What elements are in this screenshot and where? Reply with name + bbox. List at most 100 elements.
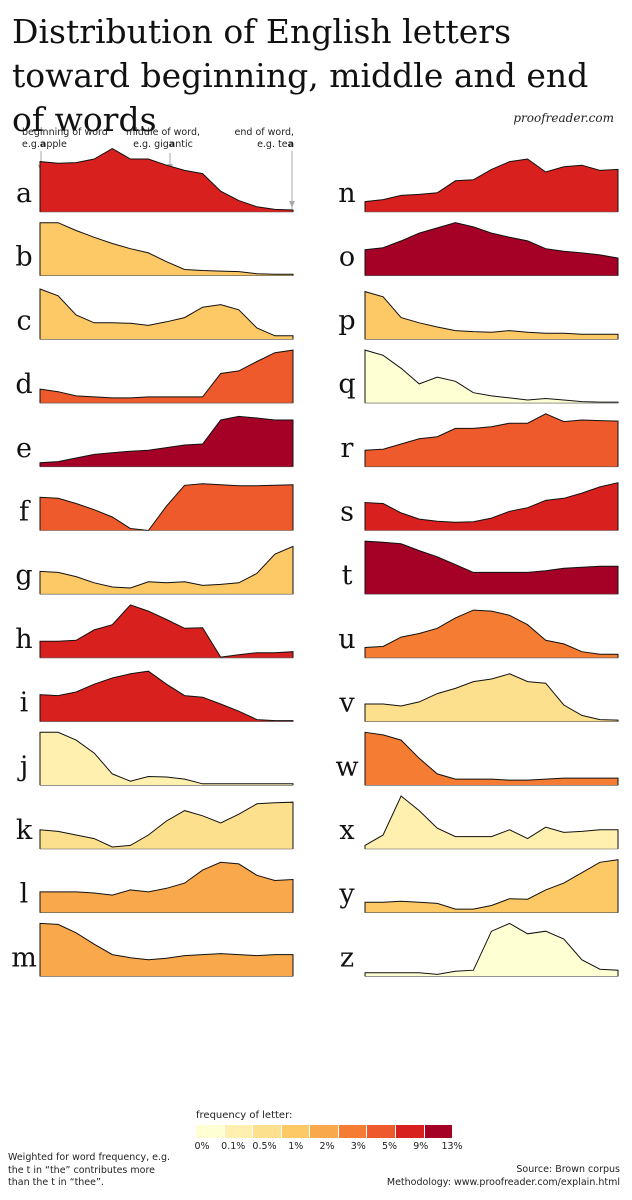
methodology-text: Methodology: www.proofreader.com/explain… — [386, 1177, 620, 1188]
area-fill-p — [365, 291, 618, 340]
area-outline-b — [39, 222, 294, 276]
area-outline-c — [39, 288, 294, 340]
area-fill-k — [40, 802, 293, 849]
panel-letter-y: y — [338, 859, 619, 914]
letter-label-m: m — [11, 942, 37, 973]
area-fill-o — [365, 222, 618, 276]
panel-letter-f: f — [19, 483, 294, 532]
legend-tick-label: 2% — [319, 1141, 335, 1152]
panel-letter-i: i — [20, 670, 294, 722]
letter-label-i: i — [20, 688, 29, 719]
area-outline-h — [39, 604, 294, 658]
panel-letter-g: g — [15, 545, 294, 595]
area-outline-i — [39, 670, 294, 722]
panel-letter-c: c — [16, 288, 294, 340]
area-outline-l — [39, 861, 294, 913]
annotation-beginning-label: beginning of word — [22, 127, 108, 138]
area-outline-x — [364, 795, 619, 849]
panel-letter-e: e — [16, 415, 294, 468]
source-block: Source: Brown corpus Methodology: www.pr… — [387, 1163, 620, 1189]
legend-swatch — [224, 1125, 254, 1138]
letter-label-z: z — [340, 942, 354, 973]
letter-label-s: s — [340, 497, 354, 528]
panel-letter-z: z — [340, 922, 619, 977]
panel-letter-a: a — [16, 148, 294, 213]
area-outline-r — [364, 413, 619, 467]
area-fill-f — [40, 483, 293, 531]
letter-label-f: f — [19, 497, 31, 528]
panel-letter-r: r — [341, 413, 619, 468]
annotation-end-example: e.g. tea — [257, 139, 294, 150]
area-outline-e — [39, 415, 294, 467]
pointer-arrow-icon — [289, 201, 295, 208]
area-outline-q — [364, 349, 619, 404]
area-outline-y — [364, 859, 619, 913]
area-fill-l — [40, 862, 293, 913]
panel-letter-l: l — [20, 861, 294, 914]
panel-letter-w: w — [335, 731, 619, 786]
letter-label-n: n — [338, 178, 355, 209]
legend-swatch — [253, 1125, 282, 1138]
letter-label-h: h — [15, 624, 32, 655]
legend-swatch — [281, 1125, 311, 1138]
area-outline-o — [364, 222, 619, 276]
area-fill-b — [40, 222, 293, 276]
legend-swatch — [424, 1125, 453, 1138]
letter-label-a: a — [16, 178, 32, 209]
area-fill-i — [40, 671, 293, 722]
letter-label-j: j — [17, 751, 28, 782]
panel-letter-p: p — [338, 290, 619, 340]
letter-label-c: c — [16, 305, 31, 336]
annotation-end: end of word, e.g. tea — [222, 127, 294, 151]
letter-label-x: x — [339, 815, 354, 846]
letter-label-o: o — [339, 242, 355, 273]
area-outline-k — [39, 801, 294, 849]
area-fill-s — [365, 482, 618, 531]
weighting-note: Weighted for word frequency, e.g. the t … — [8, 1152, 171, 1188]
area-fill-w — [365, 732, 618, 786]
area-fill-j — [40, 732, 293, 786]
area-outline-g — [39, 545, 294, 595]
panel-letter-x: x — [339, 795, 619, 850]
panel-letter-k: k — [16, 801, 294, 850]
area-fill-c — [40, 289, 293, 340]
area-fill-a — [40, 148, 293, 212]
annotation-beginning: beginning of word e.g.apple — [22, 127, 108, 151]
panel-letter-j: j — [17, 731, 294, 786]
panel-letter-h: h — [15, 604, 294, 659]
legend-swatch — [196, 1125, 225, 1138]
annotation-beginning-example: e.g.apple — [22, 139, 67, 150]
area-fill-x — [365, 796, 618, 849]
area-outline-z — [364, 922, 619, 977]
area-outline-v — [364, 673, 619, 722]
annotation-middle-label: middle of word, — [125, 127, 200, 138]
chart-title: Distribution of English letters toward b… — [12, 12, 589, 139]
panel-letter-u: u — [338, 609, 619, 659]
legend-tick-label: 3% — [350, 1141, 366, 1152]
letter-label-l: l — [20, 879, 29, 910]
letter-label-w: w — [335, 751, 358, 782]
area-outline-n — [364, 158, 619, 212]
area-outline-a — [39, 148, 294, 212]
legend-swatch — [367, 1125, 396, 1138]
letter-label-t: t — [342, 560, 353, 591]
area-outline-m — [39, 922, 294, 977]
area-fill-g — [40, 546, 293, 595]
area-outline-t — [364, 540, 619, 595]
area-fill-y — [365, 859, 618, 913]
annotation-end-label: end of word, — [234, 127, 294, 138]
area-fill-r — [365, 413, 618, 467]
area-outline-d — [39, 349, 294, 404]
area-outline-s — [364, 482, 619, 531]
area-fill-t — [365, 541, 618, 595]
legend-tick-label: 9% — [413, 1141, 429, 1152]
area-fill-u — [365, 610, 618, 658]
legend-tick-label: 13% — [441, 1141, 463, 1152]
annotation-middle: middle of word, e.g. gigantic — [118, 127, 208, 151]
area-fill-v — [365, 673, 618, 722]
panel-letter-o: o — [339, 222, 619, 277]
letter-label-q: q — [338, 369, 355, 400]
legend-tick-label: 0.1% — [221, 1141, 246, 1152]
panel-letter-d: d — [15, 349, 294, 404]
